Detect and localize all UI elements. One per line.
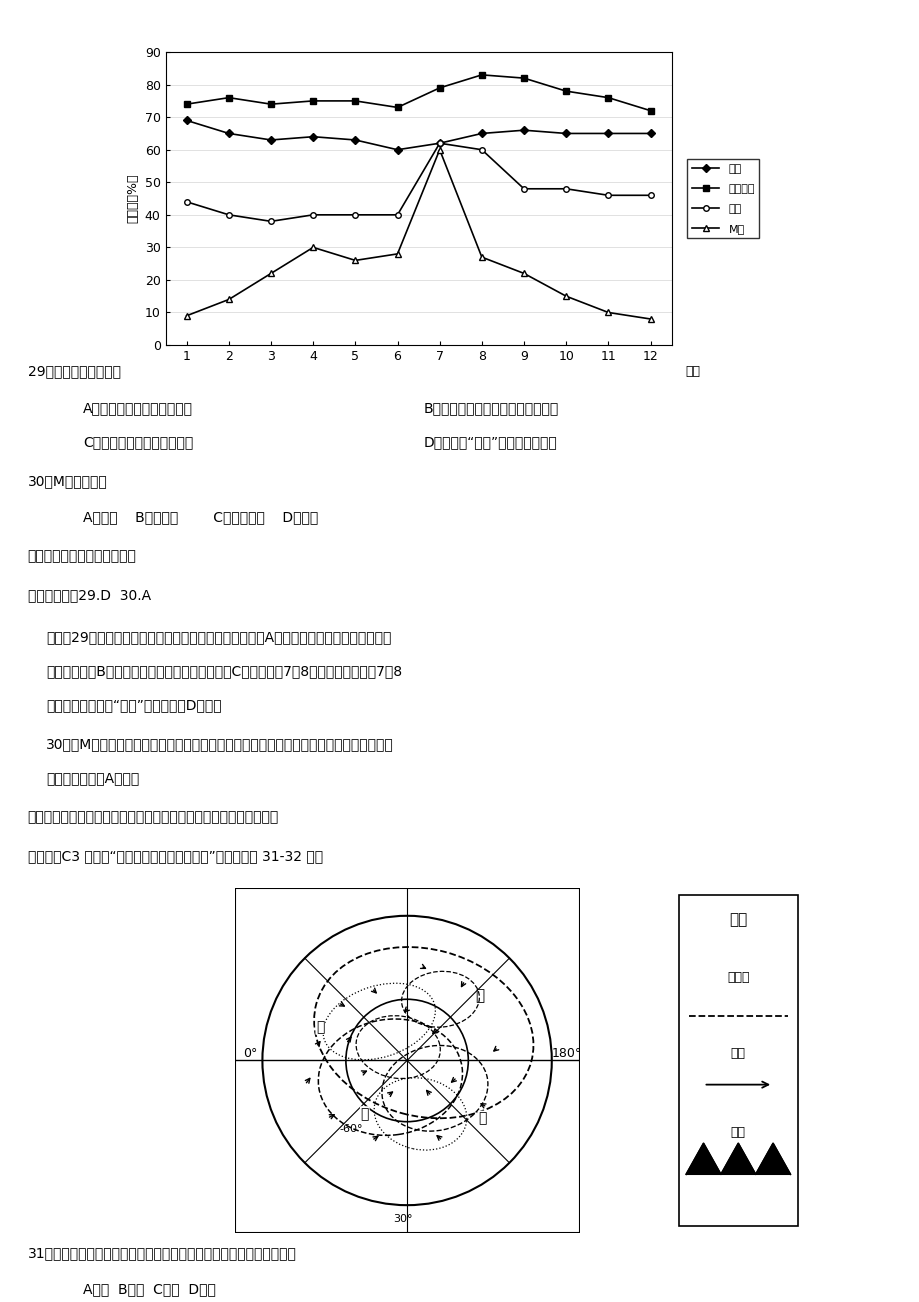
- 北京: [560, 126, 571, 142]
- M地: [223, 292, 234, 307]
- Text: 甲: 甲: [316, 1019, 324, 1034]
- Text: 30题，M地日照率低于其它各地，而据我国日照最弱是四川盆地，重庆在这个区域，所以判: 30题，M地日照率低于其它各地，而据我国日照最弱是四川盆地，重庆在这个区域，所以…: [46, 737, 393, 751]
- Text: 【答案解析】29.D  30.A: 【答案解析】29.D 30.A: [28, 589, 151, 603]
- 北京: [181, 113, 192, 129]
- Text: 丁: 丁: [478, 1112, 486, 1125]
- 北京: [307, 129, 318, 145]
- Text: A、重庆    B、哈尔滨        C、呼和浩特    D、拉萨: A、重庆 B、哈尔滨 C、呼和浩特 D、拉萨: [83, 510, 318, 525]
- Text: 等压线: 等压线: [726, 971, 749, 984]
- 上海: [307, 207, 318, 223]
- 新疆哈密: [518, 70, 529, 86]
- 上海: [391, 207, 403, 223]
- M地: [434, 142, 445, 158]
- Text: 定可能是重庆，A正确。: 定可能是重庆，A正确。: [46, 771, 139, 785]
- 新疆哈密: [266, 96, 277, 112]
- 北京: [644, 126, 655, 142]
- Y-axis label: 日照率（%）: 日照率（%）: [126, 173, 139, 224]
- 新疆哈密: [560, 83, 571, 99]
- 上海: [518, 181, 529, 197]
- 新疆哈密: [391, 100, 403, 116]
- 新疆哈密: [434, 81, 445, 96]
- 上海: [349, 207, 360, 223]
- M地: [349, 253, 360, 268]
- 新疆哈密: [181, 96, 192, 112]
- M地: [518, 266, 529, 281]
- 北京: [266, 133, 277, 148]
- 上海: [560, 181, 571, 197]
- 新疆哈密: [476, 68, 487, 83]
- Text: D、上海受“副高”影响时日照率高: D、上海受“副高”影响时日照率高: [423, 435, 556, 449]
- 北京: [518, 122, 529, 138]
- M地: [391, 246, 403, 262]
- Text: B、哈密日照率高主要原因是纬度高: B、哈密日照率高主要原因是纬度高: [423, 401, 558, 415]
- Text: 180°: 180°: [551, 1047, 582, 1060]
- Text: 月份: 月份: [685, 365, 699, 378]
- Text: 丙: 丙: [474, 988, 483, 1004]
- 上海: [223, 207, 234, 223]
- 新疆哈密: [349, 94, 360, 109]
- Line: 北京: 北京: [184, 117, 652, 152]
- 北京: [476, 126, 487, 142]
- M地: [307, 240, 318, 255]
- Text: A、甲  B、乙  C、丙  D、丁: A、甲 B、乙 C、丙 D、丁: [83, 1282, 215, 1297]
- M地: [476, 250, 487, 266]
- Polygon shape: [720, 1143, 754, 1174]
- 新疆哈密: [307, 94, 318, 109]
- Legend: 北京, 新疆哈密, 上海, M地: 北京, 新疆哈密, 上海, M地: [686, 159, 758, 238]
- Text: 30、M地最可能是: 30、M地最可能是: [28, 474, 108, 488]
- 新疆哈密: [644, 103, 655, 118]
- 新疆哈密: [223, 90, 234, 105]
- Polygon shape: [754, 1143, 789, 1174]
- M地: [602, 305, 613, 320]
- Line: M地: M地: [184, 147, 652, 322]
- 新疆哈密: [602, 90, 613, 105]
- Text: 【题文】C3 下图是“某日极地附近风向示意图”。据此回答 31-32 题。: 【题文】C3 下图是“某日极地附近风向示意图”。据此回答 31-32 题。: [28, 849, 323, 863]
- 北京: [434, 135, 445, 151]
- Text: -60°: -60°: [339, 1125, 363, 1134]
- Text: 晴朗天气多，B正确：哈密日照率全年变化最小，C错误：上海7、8月日照率最高，而7、8: 晴朗天气多，B正确：哈密日照率全年变化最小，C错误：上海7、8月日照率最高，而7…: [46, 664, 402, 678]
- Text: 【思路点拨】理解日照率的概念，培养分析能力，学会知识的迁移。: 【思路点拨】理解日照率的概念，培养分析能力，学会知识的迁移。: [28, 810, 278, 824]
- 北京: [602, 126, 613, 142]
- Line: 新疆哈密: 新疆哈密: [183, 72, 653, 115]
- Text: 风向: 风向: [730, 1047, 745, 1060]
- Text: 【知识点】本题考查日照率。: 【知识点】本题考查日照率。: [28, 549, 136, 564]
- Line: 上海: 上海: [184, 141, 652, 224]
- Text: 月是伏旱天气，受“副高”影响，所以D正确。: 月是伏旱天气，受“副高”影响，所以D正确。: [46, 698, 221, 712]
- Text: 图例: 图例: [729, 913, 746, 927]
- Text: A、四地日照率冬季差异最小: A、四地日照率冬季差异最小: [83, 401, 193, 415]
- M地: [644, 311, 655, 327]
- Text: 29、下列说法正确的是: 29、下列说法正确的是: [28, 365, 120, 379]
- 上海: [602, 187, 613, 203]
- Text: C、北京日照率全年变化最小: C、北京日照率全年变化最小: [83, 435, 193, 449]
- Polygon shape: [686, 1143, 720, 1174]
- 上海: [266, 214, 277, 229]
- 上海: [644, 187, 655, 203]
- 北京: [349, 133, 360, 148]
- 上海: [476, 142, 487, 158]
- M地: [266, 266, 277, 281]
- M地: [560, 289, 571, 305]
- Text: 锋面: 锋面: [730, 1126, 745, 1139]
- 北京: [223, 126, 234, 142]
- 上海: [181, 194, 192, 210]
- 上海: [434, 135, 445, 151]
- 北京: [391, 142, 403, 158]
- Text: 解析：29题，根据图中信息，四地日照率夏季差异最小，A错误；哈密日照率高主要原因是: 解析：29题，根据图中信息，四地日照率夏季差异最小，A错误；哈密日照率高主要原因…: [46, 630, 391, 644]
- M地: [181, 309, 192, 324]
- Text: 31、图中甲、乙、丙、丁四地中，附近是冷锋且正好经历阴雨天气的是: 31、图中甲、乙、丙、丁四地中，附近是冷锋且正好经历阴雨天气的是: [28, 1246, 296, 1260]
- Text: 0°: 0°: [244, 1047, 257, 1060]
- Text: 乙: 乙: [360, 1107, 369, 1121]
- Text: 30°: 30°: [392, 1213, 412, 1224]
